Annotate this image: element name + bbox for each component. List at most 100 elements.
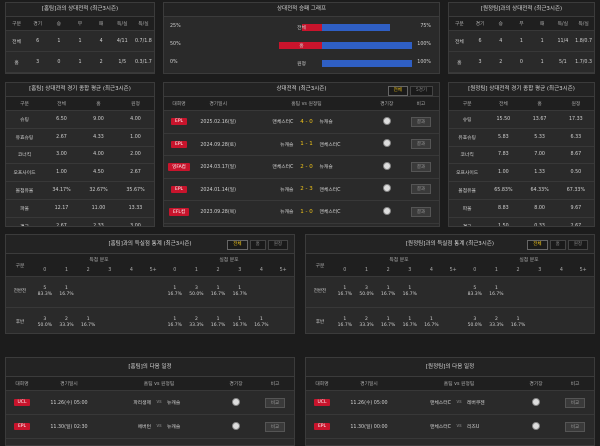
table-cell: 1	[69, 30, 91, 52]
versus: vs	[152, 438, 166, 445]
table-row: 원정31023/61.0/2.0	[6, 72, 154, 73]
table-cell: 1.33	[521, 163, 558, 182]
result-button[interactable]: 결과	[410, 161, 432, 172]
table-cell: 4.00	[117, 110, 154, 129]
tab-group: 전체 홈 원정	[227, 240, 288, 250]
date-cell: 12.03(수) 04:30	[338, 438, 400, 445]
table-cell: 8.00	[521, 198, 558, 218]
panel-title: [원정팀]의 다음 일정	[425, 364, 475, 370]
column-header: 득/실	[132, 17, 154, 31]
goal-cell: 2 33.3%	[185, 307, 208, 333]
tab-button[interactable]: 홈	[249, 240, 266, 250]
compare-button[interactable]: 비교	[564, 397, 586, 408]
compare-button[interactable]: 비교	[264, 397, 286, 408]
column-header: 득/실	[573, 17, 594, 31]
table-row: 파울 12.17 11.00 13.33	[6, 198, 154, 218]
goal-percent: 16.7%	[337, 292, 352, 297]
table-cell: 1	[531, 51, 553, 73]
table-cell: 67.33%	[557, 181, 594, 200]
goal-cell: 1 16.7%	[228, 307, 251, 333]
table-cell: 4.50	[80, 163, 117, 182]
tab-button[interactable]: 전체	[227, 240, 248, 250]
goal-percent: 16.7%	[337, 323, 352, 328]
date-cell: 2023.09.28(목)	[194, 200, 243, 223]
away-next-panel: [원정팀]의 다음 일정 대회명 경기일시 홈팀 vs 원정팀 경기장 비고 UCL 11.2…	[305, 357, 595, 446]
goal-cell: 1 16.7%	[485, 276, 508, 308]
goal-cell: 3 50.0%	[463, 307, 486, 333]
goal-count: 1	[408, 286, 412, 291]
versus: vs	[152, 414, 166, 439]
goal-cell: 1 16.7%	[507, 307, 529, 333]
table-cell: 1/5	[111, 51, 133, 73]
compare-button[interactable]: 비교	[564, 421, 586, 432]
result-button[interactable]: 결과	[410, 184, 432, 195]
goal-cell: 1 16.7%	[207, 307, 229, 333]
compare-button[interactable]: 비교	[264, 421, 286, 432]
table-cell: 0.50	[557, 163, 594, 182]
match-table: 대회명 경기일시 홈팀 vs 원정팀 경기장 비고 EPL 2025.02.16(일) 맨체스…	[164, 97, 439, 226]
match-row: EPL 2024.01.14(일) 뉴캐슬 2 - 3 맨체스터C 결과	[164, 177, 439, 201]
table-cell: 1	[48, 72, 70, 73]
result-button[interactable]: 결과	[410, 139, 432, 150]
versus: vs	[452, 414, 466, 439]
schedule-row: UCL 11.26(수) 05:00 파리생제 vs 뉴캐슬 비교	[6, 390, 294, 415]
tab-button[interactable]: 원정	[567, 240, 588, 250]
home-team: 뉴캐슬	[242, 177, 295, 201]
versus: vs	[452, 390, 466, 415]
goal-percent: 50.0%	[37, 323, 52, 328]
stats-table: 구분 경기 승 무 패 득/실 득/실 전체 6 1 1 4 4/11 0.7/1.8 홈 3 0 1 2 1/5 0.…	[6, 17, 154, 73]
header-row: 대회명 경기일시 홈팀 vs 원정팀 경기장 비고	[6, 377, 294, 391]
result-button[interactable]: 결과	[410, 206, 432, 217]
tab-button[interactable]: 홈	[549, 240, 566, 250]
goal-cell: 1 16.7%	[77, 307, 99, 333]
table-cell: 1.0/2.0	[132, 72, 154, 73]
column-header: 경기	[469, 17, 491, 31]
column-header: 경기	[27, 17, 49, 31]
table-cell: 2	[90, 51, 112, 73]
home-next-panel: [홈팀]의 다음 일정 대회명 경기일시 홈팀 vs 원정팀 경기장 비고 UCL 11.26…	[5, 357, 295, 446]
table-cell: 오프사이드	[6, 163, 43, 182]
goal-percent: 83.3%	[37, 292, 52, 297]
table-row: 오프사이드 1.00 4.50 2.67	[6, 163, 154, 182]
table-row: 코너킥 7.83 7.00 8.67	[449, 145, 594, 164]
goal-percent: 16.7%	[402, 292, 417, 297]
match-row: EPL 2025.02.16(일) 맨체스터C 4 - 0 뉴캐슬 결과	[164, 110, 439, 133]
goal-percent: 16.7%	[232, 323, 247, 328]
table-cell: 3.00	[117, 216, 154, 226]
row-label: 후반	[306, 307, 334, 333]
result-button[interactable]: 결과	[410, 116, 432, 127]
table-cell: 3/6	[111, 72, 133, 73]
table-cell: 11.00	[80, 198, 117, 218]
column-header: 무	[511, 17, 532, 31]
win-bar	[322, 24, 390, 31]
bar-track	[234, 21, 324, 35]
table-cell: 34.17%	[43, 181, 80, 200]
tab-button[interactable]: 전체	[387, 86, 408, 96]
table-cell: 코너킥	[6, 145, 43, 164]
goal-cell	[442, 307, 464, 333]
table-cell: 6	[27, 30, 49, 52]
goal-percent: 33.3%	[59, 323, 74, 328]
tab-button[interactable]: 5경기	[409, 86, 433, 96]
goal-percent: 33.3%	[489, 323, 504, 328]
competition-cell: EPL	[6, 414, 38, 439]
date-cell: 12.03(수) 05:15	[38, 438, 100, 445]
away-team: 토트넘	[166, 438, 219, 445]
venue-icon	[532, 397, 541, 406]
table-cell: 32.67%	[80, 181, 117, 200]
goal-cell: 1 16.7%	[334, 307, 356, 333]
group-header: 실점 분포	[163, 254, 294, 265]
tab-button[interactable]: 전체	[527, 240, 548, 250]
percent-label: 100%	[417, 42, 431, 47]
goal-row: 전반전 5 83.3% 1 16.7% 1 16.7% 3 50.0% 1 16.7% 1 16.7%	[6, 276, 294, 308]
competition-cell: EPL	[306, 438, 338, 445]
away-team: 맨체스터C	[318, 132, 371, 156]
competition-cell: EPL	[164, 222, 195, 226]
tab-button[interactable]: 원정	[267, 240, 288, 250]
goal-cell: 1 16.7%	[207, 276, 229, 308]
home-record-panel: [홈팀]과의 상대전적 (최근3시즌) 구분 경기 승 무 패 득/실 득/실 전체 6 1 1 4 4/…	[5, 2, 155, 74]
bin-header: 0	[163, 265, 186, 277]
row-label: 전체	[297, 26, 306, 31]
goal-count: 5	[43, 286, 47, 291]
table-cell: 유효슈팅	[449, 127, 486, 147]
